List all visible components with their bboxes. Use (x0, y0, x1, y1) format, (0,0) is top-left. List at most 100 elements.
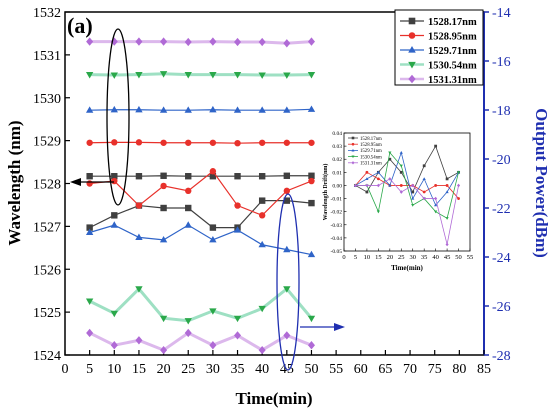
wavelength-group-ellipse (106, 28, 130, 206)
power-point (307, 341, 315, 350)
inset-x-tick-label: 15 (375, 254, 382, 261)
wavelength-point (258, 139, 266, 146)
inset-y-tick-label: 0.01 (332, 170, 342, 176)
inset-x-tick-label: 5 (354, 254, 357, 261)
inset-point (388, 157, 392, 161)
inset-y-tick-label: 0.00 (332, 183, 342, 189)
power-point (185, 187, 192, 195)
power-point (258, 240, 266, 248)
legend-swatch-marker (408, 32, 416, 39)
inset-y-tick-label: -0.05 (331, 249, 343, 255)
power-point (209, 224, 217, 231)
wavelength-point (185, 139, 192, 146)
power-point (86, 180, 93, 187)
right-tick-label: -18 (492, 104, 511, 119)
inset-legend-marker (351, 148, 355, 152)
wavelength-point (135, 173, 143, 180)
wavelength-point (283, 39, 291, 48)
power-point (184, 221, 192, 228)
inset-point (434, 210, 438, 214)
inset-x-tick-label: 50 (455, 254, 462, 261)
power-point (233, 315, 242, 323)
wavelength-point (185, 173, 192, 180)
power-point (209, 308, 217, 315)
power-point (209, 341, 217, 350)
power-point (234, 331, 242, 340)
inset-point (422, 196, 426, 201)
power-point (111, 177, 118, 185)
inset-point (411, 183, 415, 188)
wavelength-point (258, 37, 266, 47)
wavelength-point (233, 106, 242, 113)
wavelength-point (85, 106, 94, 113)
power-point (184, 328, 192, 338)
wavelength-point (283, 72, 291, 79)
inset-point (365, 190, 369, 194)
wavelength-point (184, 106, 192, 113)
wavelength-point (86, 37, 94, 46)
power-point (283, 286, 291, 293)
legend-swatch-marker (408, 61, 416, 69)
power-line-1528.95nm (89, 170, 312, 217)
legend-label: 1529.71nm (428, 46, 477, 57)
left-tick-label: 1530 (33, 92, 61, 107)
inset-x-tick-label: 40 (432, 254, 439, 261)
power-point (110, 221, 118, 228)
left-tick-label: 1532 (33, 6, 61, 21)
wavelength-point (159, 106, 168, 113)
inset-point (445, 217, 449, 220)
inset-point (376, 183, 380, 188)
inset-legend-marker (351, 142, 355, 146)
left-axis-label: Wavelength (nm) (5, 120, 24, 245)
wavelength-point (234, 173, 241, 180)
inset-point (445, 190, 449, 194)
left-tick-label: 1528 (33, 178, 61, 193)
inset-x-tick-label: 10 (364, 254, 371, 261)
inset-y-axis-label: Wavelength Drift(nm) (322, 164, 329, 221)
power-point (258, 197, 266, 204)
wavelength-line-1528.95nm (89, 141, 312, 144)
x-tick-label: 35 (231, 362, 245, 377)
wavelength-point (86, 139, 93, 146)
power-point (209, 168, 217, 175)
right-axis-label: Output Power(dBm) (532, 108, 550, 258)
power-point (258, 212, 266, 219)
x-axis-ticks: 0 5 10 15 20 25 30 35 40 45 50 55 60 65 70 75 80 85 (62, 350, 491, 377)
left-tick-label: 1531 (33, 49, 61, 64)
wavelength-point (209, 37, 217, 46)
power-point (160, 204, 167, 212)
wavelength-line-1529.71nm (89, 108, 312, 111)
inset-axis-ticks: 0 5 10 15 20 25 30 35 40 45 50 55 0.04 0.03 0.02 0.01 0.… (331, 131, 474, 261)
left-pointer-arrowhead (70, 178, 81, 186)
inset-point (411, 203, 415, 207)
wavelength-point (283, 106, 291, 113)
power-point (283, 187, 291, 195)
inset-legend-marker (351, 136, 355, 140)
inset-point (376, 170, 380, 174)
power-point (234, 202, 241, 209)
power-point (85, 298, 94, 305)
power-point (308, 199, 315, 207)
power-point (159, 315, 168, 323)
wavelength-point (135, 139, 143, 146)
right-axis-ticks: -28 -26 -24 -22 -20 -18 -16 -14 (484, 6, 511, 364)
left-tick-label: 1526 (33, 263, 61, 278)
left-tick-label: 1525 (33, 306, 61, 321)
x-axis-label: Time(min) (235, 389, 312, 408)
power-line-1530.54nm (88, 286, 313, 323)
inset-point (457, 197, 460, 200)
legend-swatch-marker (408, 46, 416, 53)
legend: 1528.17nm 1528.95nm 1529.71nm 1530.54nm 1531… (394, 9, 484, 86)
wavelength-point (160, 172, 167, 179)
inset-x-tick-label: 0 (342, 254, 345, 261)
x-tick-label: 25 (181, 362, 195, 377)
power-line-1529.71nm (89, 224, 312, 256)
x-tick-label: 60 (354, 362, 368, 377)
wavelength-line-1531.31nm (89, 40, 312, 45)
inset-chart: 0 5 10 15 20 25 30 35 40 45 50 55 0.04 0.03 0.02 0.01 0.… (322, 131, 473, 272)
inset-x-tick-label: 20 (387, 254, 394, 261)
wavelength-point (209, 72, 217, 79)
inset-y-tick-label: 0.03 (332, 144, 342, 150)
left-tick-label: 1524 (33, 349, 61, 364)
power-point (111, 212, 118, 219)
